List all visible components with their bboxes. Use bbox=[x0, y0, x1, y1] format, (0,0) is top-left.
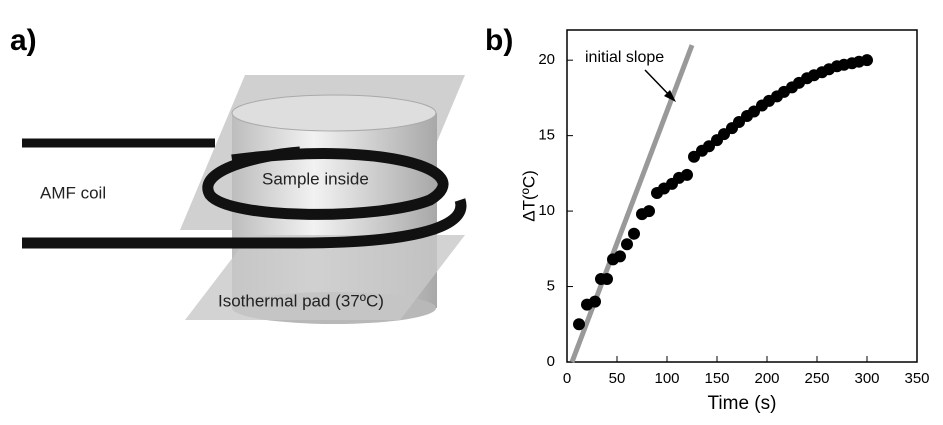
y-tick-label: 5 bbox=[547, 278, 555, 295]
annotation: initial slope bbox=[585, 49, 664, 66]
x-axis-title: Time (s) bbox=[708, 393, 777, 414]
point bbox=[861, 54, 873, 67]
x-tick-label: 350 bbox=[904, 370, 929, 387]
pad-label: Isothermal pad (37ºC) bbox=[218, 291, 384, 310]
point bbox=[621, 238, 633, 251]
x-tick-label: 200 bbox=[754, 370, 779, 387]
slope-line bbox=[569, 44, 695, 363]
panel-label: a) bbox=[10, 24, 37, 57]
x-tick-label: 300 bbox=[854, 370, 879, 387]
point bbox=[573, 318, 585, 331]
x-tick-label: 100 bbox=[654, 370, 679, 387]
point bbox=[589, 295, 601, 308]
y-axis-title: ΔT(ºC) bbox=[519, 170, 538, 222]
coil-label: AMF coil bbox=[40, 183, 106, 202]
point bbox=[614, 250, 626, 263]
bottom-plate bbox=[185, 235, 465, 320]
point bbox=[601, 273, 613, 285]
y-tick-label: 10 bbox=[538, 202, 555, 219]
sample-label: Sample inside bbox=[262, 169, 369, 188]
x-tick-label: 250 bbox=[804, 370, 829, 387]
point bbox=[643, 205, 655, 218]
diagram: a) AMF coil Sample inside Isothermal pad… bbox=[10, 24, 467, 324]
x-tick-label: 50 bbox=[609, 370, 626, 387]
y-tick-label: 15 bbox=[538, 127, 555, 144]
panel-label: b) bbox=[485, 24, 513, 57]
coil bbox=[202, 146, 449, 220]
cylinder-top bbox=[231, 94, 437, 132]
point bbox=[681, 168, 693, 181]
arrow-head bbox=[664, 90, 676, 102]
y-tick-label: 0 bbox=[547, 353, 555, 370]
x-tick-label: 0 bbox=[563, 370, 571, 387]
y-tick-label: 20 bbox=[538, 51, 555, 68]
point bbox=[628, 227, 640, 240]
coil-wire bbox=[22, 198, 467, 249]
plot-frame bbox=[566, 29, 918, 363]
x-tick-label: 150 bbox=[704, 370, 729, 387]
